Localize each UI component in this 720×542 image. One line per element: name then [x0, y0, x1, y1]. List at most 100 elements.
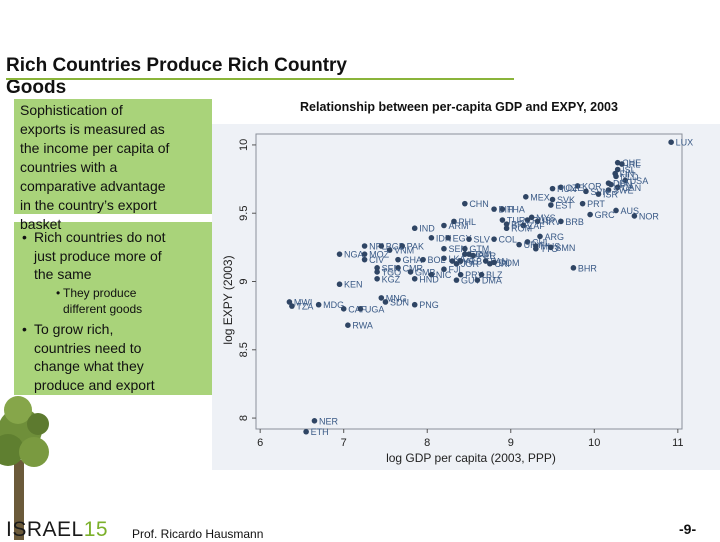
point-label: GRC: [595, 210, 616, 220]
bullet-line: countries need to: [34, 339, 142, 356]
bullet-line: To grow rich,: [34, 321, 114, 337]
bullet-line: the same: [34, 266, 92, 282]
data-point: [558, 184, 564, 191]
data-point: [441, 245, 447, 252]
data-point: [428, 234, 435, 241]
x-tick-label: 6: [257, 437, 263, 449]
point-label: HRV: [542, 217, 561, 227]
point-label: SDN: [390, 297, 409, 307]
point-label: AUS: [621, 206, 640, 216]
text-line: Sophistication of: [20, 102, 123, 118]
data-point: [374, 269, 380, 275]
data-point: [558, 218, 564, 225]
data-point: [574, 183, 581, 189]
data-point: [399, 243, 405, 249]
data-point: [470, 252, 476, 259]
point-label: SWE: [613, 185, 634, 195]
data-point: [619, 161, 625, 167]
y-tick-label: 8: [238, 415, 250, 421]
point-label: KOR: [582, 181, 602, 191]
bullet-glyph: •: [22, 229, 27, 245]
point-label: MEX: [530, 192, 550, 202]
title-rule: [6, 78, 514, 80]
data-point: [336, 251, 343, 257]
data-point: [407, 269, 414, 275]
point-label: SVK: [557, 195, 575, 205]
point-label: EGY: [453, 233, 472, 243]
scatter-chart: 6 7 8 9 10 11 8 8.5 9 9.5 10 LUX CHEIRLISLFINNLDUSA…: [212, 124, 720, 470]
point-label: EST: [555, 201, 573, 211]
text-panel-background: [14, 99, 212, 214]
point-label: CHE: [622, 158, 641, 168]
sub-bullet-line: They produce: [63, 286, 137, 300]
text-line: countries with a: [20, 159, 118, 175]
point-label: MWI: [294, 297, 313, 307]
data-point: [453, 260, 460, 267]
point-label: SMN: [555, 243, 575, 253]
point-label: RWA: [352, 321, 373, 331]
data-point: [311, 418, 318, 424]
data-point: [631, 213, 638, 219]
data-point: [441, 255, 447, 262]
point-label: GMB: [415, 267, 436, 277]
data-point: [478, 271, 485, 278]
data-point: [503, 221, 510, 227]
point-label: BLZ: [486, 270, 503, 280]
point-label: ARM: [448, 221, 468, 231]
data-point: [315, 301, 322, 308]
data-point: [411, 275, 418, 282]
data-point: [303, 428, 309, 435]
data-point: [499, 206, 506, 212]
point-label: GUY: [461, 276, 481, 286]
text-line: exports is measured as: [20, 121, 165, 137]
bullet-line: change what they: [34, 358, 144, 374]
point-label: PNG: [419, 300, 439, 310]
data-point: [579, 200, 586, 207]
point-label: NOR: [639, 211, 660, 221]
data-point: [382, 299, 389, 305]
plot-background: [212, 124, 720, 470]
point-label: JAM: [474, 250, 492, 260]
bullet-glyph: •: [56, 286, 61, 300]
footer-brand-text: ISRAEL: [6, 518, 84, 541]
point-label: CIV: [369, 255, 384, 265]
point-label: THA: [507, 205, 525, 215]
point-label: PRY: [465, 270, 483, 280]
data-point: [474, 277, 481, 283]
data-point: [587, 211, 593, 218]
point-label: SLV: [474, 235, 490, 245]
point-label: NLD: [621, 172, 640, 182]
page-number: -9-: [679, 521, 697, 537]
point-label: IND: [419, 224, 435, 234]
x-tick-label: 8: [424, 437, 430, 449]
data-point: [499, 217, 506, 223]
data-point: [340, 306, 347, 312]
data-point: [548, 202, 554, 208]
y-axis-label: log EXPY (2003): [221, 255, 235, 344]
point-label: VNM: [394, 246, 414, 256]
data-point: [462, 251, 468, 257]
slide-title-line-1: Rich Countries Produce Rich Country: [6, 55, 347, 76]
point-label: NPL: [369, 241, 387, 251]
text-line: the income per capita of: [20, 140, 170, 156]
data-point: [374, 265, 380, 271]
point-label: BGD: [386, 241, 406, 251]
point-label: ROM: [511, 224, 532, 234]
data-point: [482, 258, 489, 264]
point-label: TUR: [507, 216, 526, 226]
data-point: [374, 275, 380, 282]
point-label: SEN: [382, 263, 401, 273]
sub-bullet-line: different goods: [63, 302, 143, 316]
point-label: FJI: [448, 265, 461, 275]
data-point: [516, 241, 522, 248]
data-point: [583, 188, 589, 195]
data-point: [395, 265, 401, 271]
data-point: [595, 191, 602, 197]
data-point: [614, 166, 621, 173]
point-label: TGO: [382, 267, 402, 277]
bullet-grow-rich: • To grow rich, countries need to change…: [22, 320, 155, 394]
data-point: [668, 139, 674, 145]
data-point: [613, 207, 619, 214]
data-point: [420, 256, 426, 263]
text-line: in the country’s export: [20, 197, 157, 213]
